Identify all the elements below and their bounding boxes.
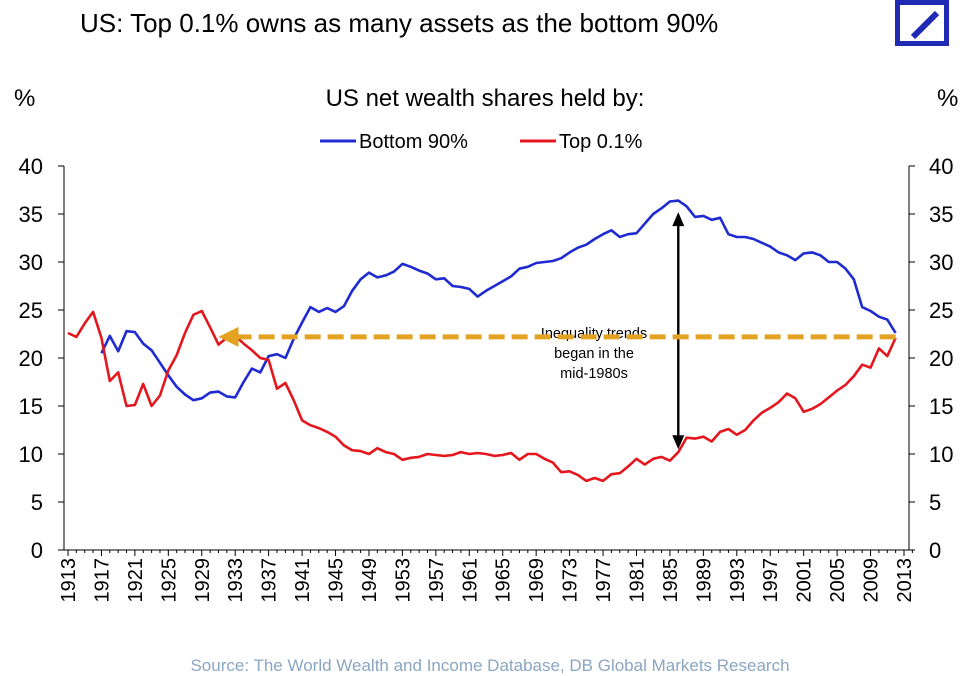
x-tick-label: 1965 — [493, 558, 515, 603]
right-axis-unit: % — [937, 85, 958, 112]
annotation-line-2: began in the — [554, 346, 634, 362]
x-tick-label: 1977 — [593, 558, 615, 603]
dashed-arrow-head — [218, 326, 239, 347]
source-note: Source: The World Wealth and Income Data… — [190, 656, 790, 675]
double-arrow-head-down — [672, 435, 685, 450]
y-tick-label-left: 35 — [19, 202, 43, 227]
y-tick-label-right: 35 — [929, 202, 953, 227]
y-tick-label-left: 0 — [31, 538, 43, 563]
x-tick-label: 1917 — [91, 558, 113, 603]
legend: Bottom 90% Top 0.1% — [320, 131, 643, 153]
x-tick-label: 1957 — [426, 558, 448, 603]
y-tick-label-left: 5 — [31, 490, 43, 515]
annotation-line-1: Inequality trends — [541, 326, 647, 342]
y-tick-label-right: 15 — [929, 394, 953, 419]
annotation-layer: Inequality trends began in the mid-1980s — [218, 212, 896, 450]
x-tick-label: 2013 — [894, 558, 916, 603]
y-tick-label-left: 10 — [19, 442, 43, 467]
series-line-bottom90 — [100, 199, 897, 402]
y-tick-label-right: 10 — [929, 442, 953, 467]
x-tick-label: 2001 — [794, 558, 816, 603]
x-tick-label: 1961 — [459, 558, 481, 603]
x-tick-label: 1973 — [560, 558, 582, 603]
x-tick-label: 2005 — [827, 558, 849, 603]
double-arrow-head-up — [672, 212, 685, 227]
y-tick-label-right: 30 — [929, 250, 953, 275]
y-tick-label-right: 20 — [929, 346, 953, 371]
y-tick-label-right: 25 — [929, 298, 953, 323]
y-tick-label-left: 30 — [19, 250, 43, 275]
y-tick-label-left: 15 — [19, 394, 43, 419]
y-tick-label-left: 40 — [19, 154, 43, 179]
x-tick-label: 1981 — [626, 558, 648, 603]
x-tick-label: 2009 — [861, 558, 883, 603]
series-layer — [67, 199, 897, 483]
x-tick-label: 1949 — [359, 558, 381, 603]
x-tick-label: 1945 — [326, 558, 348, 603]
headline: US: Top 0.1% owns as many assets as the … — [80, 8, 719, 38]
x-tick-label: 1969 — [526, 558, 548, 603]
left-axis-unit: % — [14, 85, 35, 112]
x-tick-label: 1937 — [259, 558, 281, 603]
x-tick-label: 1953 — [392, 558, 414, 603]
legend-label-bottom90: Bottom 90% — [359, 131, 468, 153]
y-tick-label-left: 20 — [19, 346, 43, 371]
x-tick-label: 1913 — [58, 558, 80, 603]
annotation-line-3: mid-1980s — [560, 366, 628, 382]
legend-label-top01: Top 0.1% — [559, 131, 643, 153]
x-tick-label: 1989 — [693, 558, 715, 603]
x-tick-label: 1929 — [192, 558, 214, 603]
y-tick-label-right: 0 — [929, 538, 941, 563]
axes: 0 0 5 5 10 10 15 15 20 20 25 25 30 30 35 35 40 40 1913 1917… — [19, 154, 954, 603]
series-line-top01 — [67, 309, 897, 483]
y-tick-label-left: 25 — [19, 298, 43, 323]
x-tick-label: 1933 — [225, 558, 247, 603]
y-tick-label-right: 40 — [929, 154, 953, 179]
x-tick-label: 1985 — [660, 558, 682, 603]
x-tick-label: 1921 — [125, 558, 147, 603]
deutsche-bank-logo-icon — [895, 0, 949, 46]
x-tick-label: 1941 — [292, 558, 314, 603]
x-tick-label: 1993 — [727, 558, 749, 603]
y-tick-label-right: 5 — [929, 490, 941, 515]
x-tick-label: 1997 — [760, 558, 782, 603]
x-tick-label: 1925 — [158, 558, 180, 603]
chart-title: US net wealth shares held by: — [326, 85, 645, 112]
